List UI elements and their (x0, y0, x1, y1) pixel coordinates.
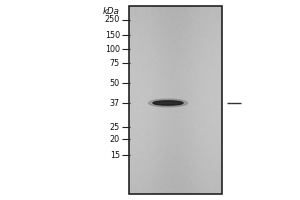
Text: 15: 15 (110, 150, 120, 160)
Ellipse shape (153, 101, 183, 105)
Text: 250: 250 (105, 16, 120, 24)
Bar (129, 6, 222, 194)
Text: 75: 75 (110, 58, 120, 68)
Text: 100: 100 (105, 45, 120, 53)
Text: 150: 150 (105, 30, 120, 40)
Text: 37: 37 (110, 98, 120, 108)
Text: 50: 50 (110, 78, 120, 88)
Text: kDa: kDa (103, 7, 120, 16)
Text: 20: 20 (110, 134, 120, 144)
Ellipse shape (148, 99, 188, 107)
Text: 25: 25 (110, 122, 120, 132)
